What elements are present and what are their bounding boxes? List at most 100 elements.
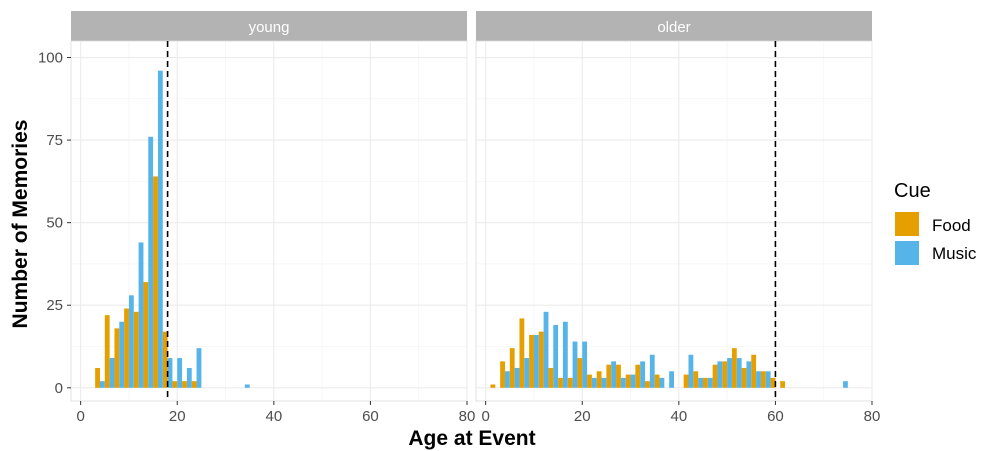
bar-music bbox=[736, 358, 742, 388]
y-tick-label: 75 bbox=[46, 132, 63, 149]
bar-music bbox=[119, 321, 125, 388]
y-tick-label: 25 bbox=[46, 297, 63, 314]
bar-food bbox=[538, 331, 544, 388]
bars-older bbox=[490, 311, 848, 388]
bar-music bbox=[157, 70, 163, 388]
bar-music bbox=[543, 311, 549, 388]
y-tick-label: 50 bbox=[46, 215, 63, 232]
x-tick-label: 60 bbox=[767, 408, 784, 425]
bar-food bbox=[104, 315, 110, 388]
bar-food bbox=[182, 381, 187, 388]
bar-food bbox=[693, 371, 699, 388]
strip-older bbox=[476, 11, 872, 41]
legend-swatch-music bbox=[895, 241, 919, 265]
bar-food bbox=[596, 371, 602, 388]
bar-music bbox=[688, 354, 694, 388]
bar-music bbox=[128, 295, 134, 388]
bar-music bbox=[707, 377, 713, 388]
bar-food bbox=[751, 354, 757, 388]
bar-music bbox=[196, 348, 202, 388]
bar-music bbox=[138, 242, 144, 388]
bar-music bbox=[727, 358, 732, 388]
bar-food bbox=[124, 308, 129, 388]
bar-music bbox=[148, 136, 154, 388]
bar-music bbox=[601, 377, 607, 388]
bar-food bbox=[567, 377, 573, 388]
bar-music bbox=[109, 358, 115, 388]
bar-music bbox=[843, 381, 848, 388]
legend-title: Cue bbox=[894, 180, 931, 202]
bar-music bbox=[756, 371, 761, 388]
bar-music bbox=[514, 367, 520, 388]
panel-young: young 0 20 40 60 80 bbox=[70, 11, 475, 425]
strip-young bbox=[71, 11, 467, 41]
x-axis-title: Age at Event bbox=[408, 427, 535, 450]
bar-food bbox=[153, 176, 158, 388]
bar-music bbox=[659, 377, 665, 388]
bar-music bbox=[765, 371, 771, 388]
x-tick-label: 80 bbox=[459, 408, 476, 425]
x-ticks-young: 0 20 40 60 80 bbox=[76, 401, 475, 425]
bar-music bbox=[591, 377, 597, 388]
x-tick-label: 20 bbox=[169, 408, 186, 425]
bar-food bbox=[587, 374, 592, 388]
x-tick-label: 40 bbox=[670, 408, 687, 425]
y-axis-title: Number of Memories bbox=[9, 120, 32, 329]
bar-music bbox=[167, 358, 173, 388]
bar-food bbox=[490, 384, 496, 388]
bar-food bbox=[770, 377, 776, 388]
bar-food bbox=[741, 367, 747, 388]
bar-music bbox=[698, 377, 703, 388]
bar-music bbox=[649, 354, 655, 388]
bar-music bbox=[717, 361, 723, 388]
bar-music bbox=[746, 361, 752, 388]
bar-music bbox=[611, 361, 617, 388]
bar-music bbox=[504, 371, 510, 388]
bar-food bbox=[133, 311, 139, 388]
bar-food bbox=[683, 374, 689, 388]
bar-food bbox=[558, 377, 563, 388]
x-tick-label: 60 bbox=[362, 408, 379, 425]
y-tick-label: 0 bbox=[55, 380, 63, 397]
bar-food bbox=[616, 364, 621, 388]
bar-food bbox=[606, 364, 612, 388]
bar-food bbox=[548, 367, 554, 388]
bar-food bbox=[780, 381, 786, 388]
bar-food bbox=[529, 334, 534, 388]
bar-music bbox=[553, 325, 559, 388]
bar-music bbox=[620, 377, 626, 388]
bar-food bbox=[191, 381, 197, 388]
bar-food bbox=[143, 282, 149, 388]
bar-music bbox=[533, 334, 539, 388]
bar-food bbox=[731, 348, 737, 388]
bar-food bbox=[162, 331, 168, 388]
bar-food bbox=[760, 371, 766, 388]
bar-music bbox=[572, 341, 578, 388]
legend-label-food: Food bbox=[932, 216, 971, 235]
x-tick-label: 0 bbox=[76, 408, 84, 425]
legend-swatch-food bbox=[895, 212, 919, 236]
bar-food bbox=[625, 374, 631, 388]
bar-music bbox=[562, 321, 568, 388]
x-tick-label: 20 bbox=[574, 408, 591, 425]
y-tick-label: 100 bbox=[38, 50, 63, 67]
bar-music bbox=[99, 381, 105, 388]
bar-food bbox=[172, 381, 178, 388]
bars-young bbox=[95, 70, 250, 388]
x-tick-label: 80 bbox=[864, 408, 881, 425]
bar-music bbox=[640, 361, 646, 388]
bar-food bbox=[95, 367, 100, 388]
bar-food bbox=[509, 348, 515, 388]
strip-label-young: young bbox=[249, 19, 290, 36]
x-tick-label: 0 bbox=[481, 408, 489, 425]
panel-older: older 0 20 40 60 80 bbox=[475, 11, 881, 425]
bar-food bbox=[577, 358, 583, 388]
bar-food bbox=[702, 377, 708, 388]
x-tick-label: 40 bbox=[265, 408, 282, 425]
strip-label-older: older bbox=[657, 19, 690, 36]
bar-food bbox=[654, 374, 660, 388]
legend: Cue Food Music bbox=[894, 180, 977, 265]
legend-label-music: Music bbox=[932, 244, 977, 263]
bar-food bbox=[722, 361, 728, 388]
